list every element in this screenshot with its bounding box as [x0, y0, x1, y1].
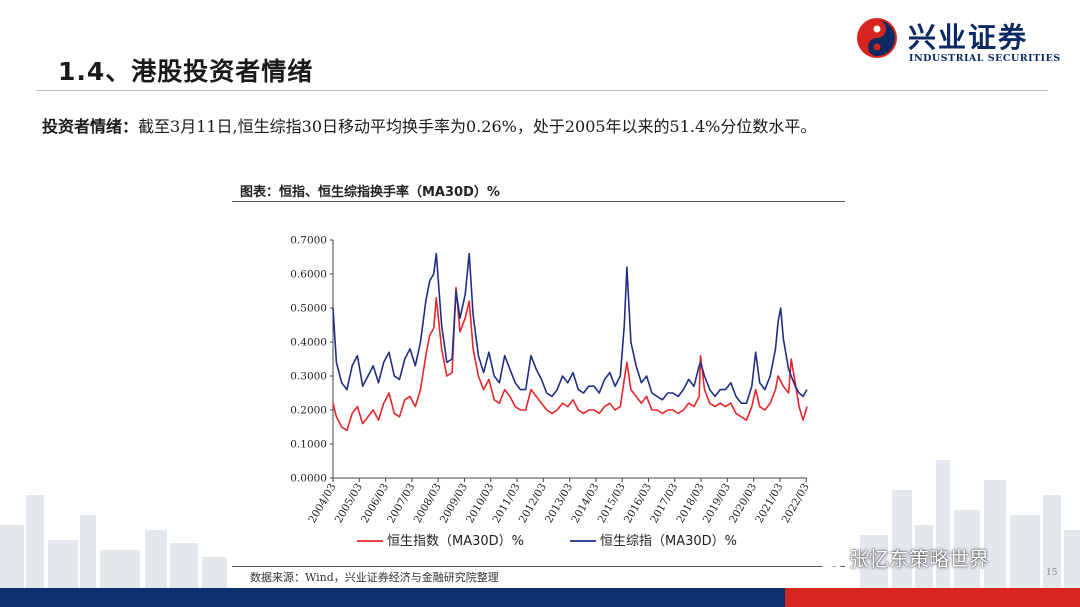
watermark-text: 张忆东策略世界	[849, 547, 989, 571]
y-tick-label: 0.1000	[290, 439, 327, 451]
chart-bottom-rule	[232, 566, 845, 567]
logo-english-name: INDUSTRIAL SECURITIES	[909, 53, 1061, 64]
chart-legend: 恒生指数（MA30D）% 恒生综指（MA30D）%	[357, 534, 737, 549]
logo-chinese-name: 兴业证券	[908, 21, 1029, 54]
summary-text: 投资者情绪：截至3月11日,恒生综指30日移动平均换手率为0.26%，处于200…	[42, 113, 816, 137]
series-line-0	[332, 286, 808, 432]
y-tick-label: 0.0000	[290, 473, 327, 485]
wechat-watermark: 张忆东策略世界	[815, 543, 989, 572]
page-title: 1.4、港股投资者情绪	[58, 57, 314, 86]
footer-bar-red	[785, 588, 1080, 607]
series-line-1	[332, 252, 808, 404]
logo-mark-icon	[857, 18, 897, 58]
legend-label: 恒生指数（MA30D）%	[387, 534, 524, 549]
wechat-icon	[815, 549, 843, 569]
y-tick-label: 0.5000	[290, 303, 327, 315]
city-skyline-decoration	[0, 460, 1080, 588]
page-number: 15	[1046, 568, 1058, 578]
turnover-line-chart: 0.0000 0.1000 0.2000 0.3000 0.4000 0.5000 0.60…	[290, 235, 812, 550]
title-divider	[36, 90, 1048, 91]
chart-top-rule	[232, 201, 845, 202]
legend-label: 恒生综指（MA30D）%	[600, 534, 737, 549]
summary-body: 截至3月11日,恒生综指30日移动平均换手率为0.26%，处于2005年以来的5…	[138, 117, 817, 136]
chart-title: 图表：恒指、恒生综指换手率（MA30D）%	[240, 185, 500, 200]
y-tick-label: 0.2000	[290, 405, 327, 417]
y-tick-label: 0.4000	[290, 337, 327, 349]
chart-series	[332, 252, 808, 432]
summary-lead: 投资者情绪：	[42, 117, 139, 136]
y-tick-label: 0.3000	[290, 371, 327, 383]
source-note: 数据来源：Wind，兴业证券经济与金融研究院整理	[250, 571, 499, 584]
company-logo: 兴业证券 INDUSTRIAL SECURITIES	[855, 16, 1065, 66]
y-tick-label: 0.6000	[290, 269, 327, 281]
y-tick-label: 0.7000	[290, 235, 327, 247]
